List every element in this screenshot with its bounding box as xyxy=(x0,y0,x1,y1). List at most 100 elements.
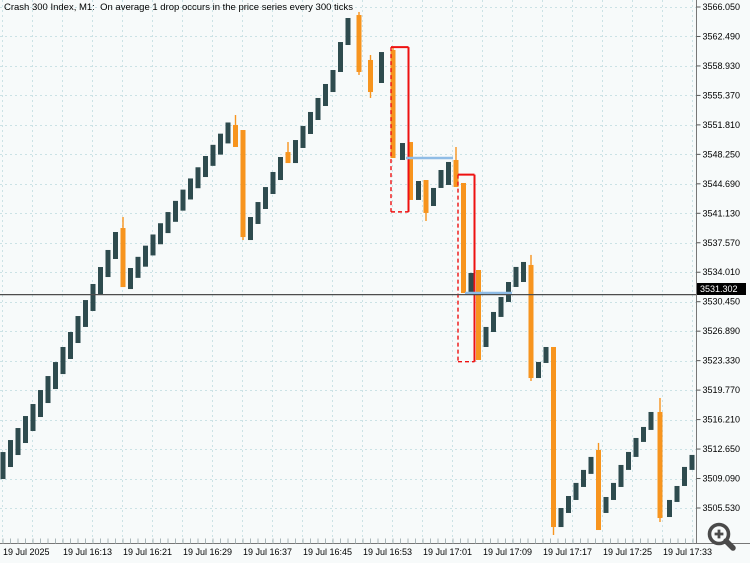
price-axis-label: 3516.210 xyxy=(703,415,741,425)
candle-up xyxy=(248,217,253,241)
candles xyxy=(0,11,695,535)
zoom-in-icon[interactable] xyxy=(702,517,742,557)
candle-down xyxy=(233,115,238,147)
price-axis-label: 3558.930 xyxy=(703,61,741,71)
candle-up xyxy=(270,171,276,195)
candle-up xyxy=(588,456,594,474)
candle-up xyxy=(105,249,111,278)
drop-rectangle-drawing[interactable] xyxy=(390,46,410,213)
candle-up xyxy=(263,187,268,209)
time-axis-label: 19 Jul 16:37 xyxy=(243,547,292,557)
candle-up xyxy=(581,469,586,487)
time-axis-label: 19 Jul 16:53 xyxy=(363,547,412,557)
price-axis-label: 3566.050 xyxy=(703,2,741,12)
price-line-label: 3531.302 xyxy=(697,283,746,296)
time-axis-label: 19 Jul 17:33 xyxy=(663,547,712,557)
candle-up xyxy=(195,167,201,189)
candle-up xyxy=(431,187,436,207)
drop-rectangle-drawing[interactable] xyxy=(457,173,476,363)
candle-up xyxy=(218,133,223,155)
price-axis-label: 3512.650 xyxy=(703,444,741,454)
price-axis-label: 3562.490 xyxy=(703,31,741,41)
candle-down xyxy=(240,130,246,241)
candle-down xyxy=(285,142,291,164)
candle-up xyxy=(521,261,526,283)
candle-up xyxy=(498,296,504,317)
candle-up xyxy=(113,232,118,259)
price-axis-label: 3534.010 xyxy=(703,267,741,277)
time-axis-label: 19 Jul 2025 xyxy=(3,547,50,557)
candle-up xyxy=(674,485,680,502)
candle-up xyxy=(90,283,96,311)
candle-up xyxy=(180,189,186,211)
candle-down xyxy=(551,346,556,535)
price-axis-label: 3505.530 xyxy=(703,503,741,513)
candle-up xyxy=(338,42,343,72)
candle-up xyxy=(682,466,687,486)
candle-up xyxy=(60,346,66,375)
price-axis[interactable]: 3566.050 3562.490 3558.930 3555.370 3551.810… xyxy=(696,2,741,513)
candle-up xyxy=(225,122,231,144)
magnifier-handle xyxy=(723,538,736,551)
candle-down xyxy=(461,182,466,294)
candle-up xyxy=(165,212,171,234)
candle-up xyxy=(400,143,405,160)
time-axis-label: 19 Jul 16:45 xyxy=(303,547,352,557)
candle-up xyxy=(210,144,216,166)
candle-up xyxy=(611,482,616,500)
candle-down xyxy=(528,254,534,382)
candle-down xyxy=(476,270,481,360)
time-axis-label: 19 Jul 17:09 xyxy=(483,547,532,557)
candle-down xyxy=(356,11,362,75)
candle-up xyxy=(38,390,43,418)
price-axis-label: 3519.770 xyxy=(703,385,741,395)
candle-up xyxy=(0,452,6,480)
price-axis-label: 3509.090 xyxy=(703,474,741,484)
candle-up xyxy=(379,52,384,83)
candle-up xyxy=(689,454,695,470)
candle-down xyxy=(120,217,126,288)
candle-up xyxy=(345,18,351,45)
time-axis-label: 19 Jul 17:25 xyxy=(603,547,652,557)
candle-up xyxy=(173,200,178,222)
candle-up xyxy=(483,326,489,347)
price-axis-label: 3523.330 xyxy=(703,356,741,366)
candle-up xyxy=(293,140,298,164)
candle-up xyxy=(83,300,88,327)
time-axis-label: 19 Jul 16:13 xyxy=(63,547,112,557)
candle-up xyxy=(75,316,81,344)
candle-up xyxy=(68,332,73,359)
chart-comment: Crash 300 Index, M1: On average 1 drop o… xyxy=(4,2,354,13)
candle-up xyxy=(98,267,103,295)
magnifier-lens xyxy=(707,522,731,546)
candle-up xyxy=(188,178,193,200)
candle-up xyxy=(143,245,148,267)
candle-up xyxy=(315,97,321,120)
candle-up xyxy=(135,256,141,278)
candle-up xyxy=(128,268,133,290)
candle-up xyxy=(491,311,496,333)
candle-up xyxy=(603,496,609,513)
candle-up xyxy=(536,361,541,379)
candle-up xyxy=(618,464,624,487)
candle-up xyxy=(45,376,51,404)
candle-up xyxy=(438,169,444,188)
candle-down xyxy=(408,142,413,200)
time-axis-label: 19 Jul 17:17 xyxy=(543,547,592,557)
candle-up xyxy=(667,499,672,518)
time-axis[interactable]: 19 Jul 2025 19 Jul 16:13 19 Jul 16:21 19 Ju… xyxy=(2,538,712,558)
candle-up xyxy=(330,69,336,93)
candle-down xyxy=(596,442,601,531)
time-axis-label: 19 Jul 17:01 xyxy=(423,547,472,557)
candle-up xyxy=(255,202,261,224)
price-axis-label: 3537.570 xyxy=(703,238,741,248)
candle-up xyxy=(278,157,283,181)
candle-up xyxy=(468,272,474,293)
candle-up xyxy=(15,428,21,456)
candle-up xyxy=(513,266,519,287)
candle-up xyxy=(300,125,306,148)
price-axis-label: 3548.250 xyxy=(703,149,741,159)
price-axis-label: 3551.810 xyxy=(703,120,741,130)
